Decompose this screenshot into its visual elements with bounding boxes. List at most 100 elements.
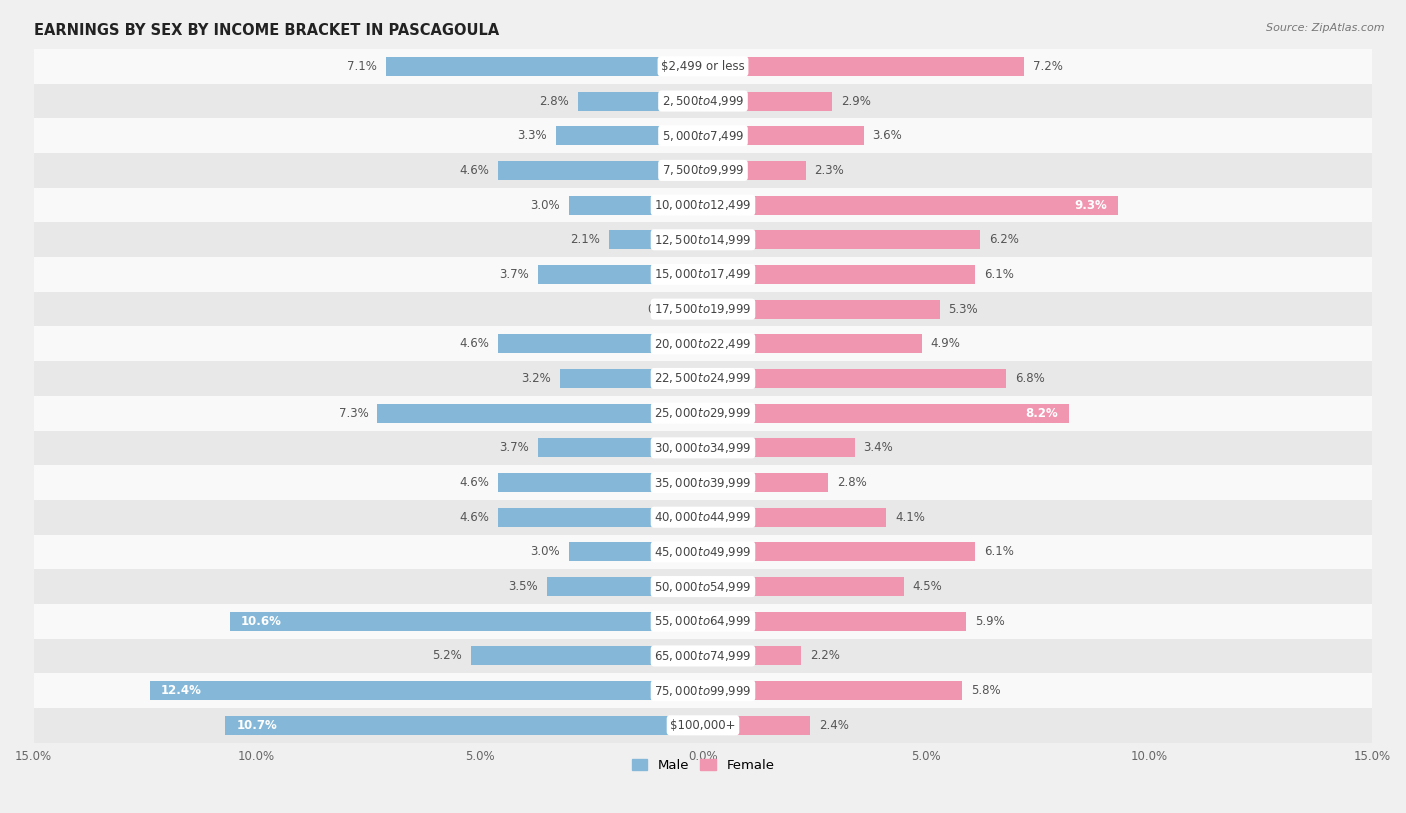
Text: $55,000 to $64,999: $55,000 to $64,999 (654, 615, 752, 628)
Text: 12.4%: 12.4% (160, 684, 201, 697)
Bar (471, 646, 703, 666)
Bar (34, 604, 1372, 638)
Text: $2,500 to $4,999: $2,500 to $4,999 (662, 94, 744, 108)
Bar (149, 681, 703, 700)
Bar (34, 431, 1372, 465)
Bar (34, 569, 1372, 604)
Text: 4.6%: 4.6% (458, 511, 489, 524)
Text: 4.6%: 4.6% (458, 476, 489, 489)
Bar (555, 126, 703, 146)
Text: 3.0%: 3.0% (530, 546, 560, 559)
Text: $40,000 to $44,999: $40,000 to $44,999 (654, 511, 752, 524)
Text: 5.8%: 5.8% (970, 684, 1001, 697)
Legend: Male, Female: Male, Female (626, 754, 780, 778)
Text: $2,499 or less: $2,499 or less (661, 60, 745, 73)
Text: $12,500 to $14,999: $12,500 to $14,999 (654, 233, 752, 247)
Bar (34, 188, 1372, 223)
Bar (703, 300, 939, 319)
Bar (34, 535, 1372, 569)
Bar (34, 638, 1372, 673)
Bar (34, 119, 1372, 153)
Text: 10.7%: 10.7% (236, 719, 277, 732)
Bar (498, 507, 703, 527)
Text: $45,000 to $49,999: $45,000 to $49,999 (654, 545, 752, 559)
Bar (34, 673, 1372, 708)
Text: $30,000 to $34,999: $30,000 to $34,999 (654, 441, 752, 454)
Bar (703, 126, 863, 146)
Bar (703, 542, 976, 562)
Text: 3.2%: 3.2% (522, 372, 551, 385)
Bar (703, 265, 976, 284)
Text: 5.9%: 5.9% (976, 615, 1005, 628)
Text: $20,000 to $22,499: $20,000 to $22,499 (654, 337, 752, 351)
Text: 3.5%: 3.5% (508, 580, 538, 593)
Bar (538, 438, 703, 458)
Text: Source: ZipAtlas.com: Source: ZipAtlas.com (1267, 23, 1385, 33)
Text: 7.2%: 7.2% (1033, 60, 1063, 73)
Text: 6.2%: 6.2% (988, 233, 1018, 246)
Bar (498, 334, 703, 354)
Bar (703, 577, 904, 596)
Bar (578, 92, 703, 111)
Text: 2.9%: 2.9% (841, 94, 872, 107)
Text: 7.1%: 7.1% (347, 60, 377, 73)
Text: 5.3%: 5.3% (949, 302, 979, 315)
Bar (34, 327, 1372, 361)
Text: 10.6%: 10.6% (240, 615, 283, 628)
Bar (703, 161, 806, 180)
Bar (703, 681, 962, 700)
Text: 3.0%: 3.0% (530, 198, 560, 211)
Bar (498, 161, 703, 180)
Text: 4.6%: 4.6% (458, 337, 489, 350)
Text: $7,500 to $9,999: $7,500 to $9,999 (662, 163, 744, 177)
Bar (703, 196, 1118, 215)
Bar (377, 403, 703, 423)
Text: 0.21%: 0.21% (647, 302, 685, 315)
Bar (703, 507, 886, 527)
Text: 9.3%: 9.3% (1074, 198, 1107, 211)
Text: $65,000 to $74,999: $65,000 to $74,999 (654, 649, 752, 663)
Bar (703, 230, 980, 250)
Text: 3.7%: 3.7% (499, 441, 529, 454)
Bar (693, 300, 703, 319)
Bar (34, 292, 1372, 327)
Bar (609, 230, 703, 250)
Bar (34, 396, 1372, 431)
Text: $15,000 to $17,499: $15,000 to $17,499 (654, 267, 752, 281)
Text: 4.9%: 4.9% (931, 337, 960, 350)
Bar (703, 715, 810, 735)
Text: $17,500 to $19,999: $17,500 to $19,999 (654, 302, 752, 316)
Text: 4.5%: 4.5% (912, 580, 942, 593)
Bar (703, 611, 966, 631)
Bar (703, 473, 828, 492)
Text: $10,000 to $12,499: $10,000 to $12,499 (654, 198, 752, 212)
Bar (703, 403, 1069, 423)
Text: 3.3%: 3.3% (517, 129, 547, 142)
Bar (34, 49, 1372, 84)
Bar (34, 84, 1372, 119)
Bar (34, 361, 1372, 396)
Text: 5.2%: 5.2% (432, 650, 463, 663)
Bar (225, 715, 703, 735)
Bar (703, 646, 801, 666)
Text: 6.1%: 6.1% (984, 546, 1014, 559)
Text: 2.1%: 2.1% (571, 233, 600, 246)
Bar (498, 473, 703, 492)
Text: 2.8%: 2.8% (837, 476, 866, 489)
Bar (34, 465, 1372, 500)
Bar (231, 611, 703, 631)
Text: $22,500 to $24,999: $22,500 to $24,999 (654, 372, 752, 385)
Bar (34, 153, 1372, 188)
Text: $50,000 to $54,999: $50,000 to $54,999 (654, 580, 752, 593)
Bar (703, 57, 1025, 76)
Bar (703, 334, 922, 354)
Text: 4.1%: 4.1% (894, 511, 925, 524)
Text: 6.1%: 6.1% (984, 268, 1014, 281)
Bar (538, 265, 703, 284)
Text: 2.8%: 2.8% (540, 94, 569, 107)
Text: $75,000 to $99,999: $75,000 to $99,999 (654, 684, 752, 698)
Text: EARNINGS BY SEX BY INCOME BRACKET IN PASCAGOULA: EARNINGS BY SEX BY INCOME BRACKET IN PAS… (34, 23, 499, 38)
Text: 2.3%: 2.3% (814, 164, 845, 177)
Text: $35,000 to $39,999: $35,000 to $39,999 (654, 476, 752, 489)
Bar (34, 708, 1372, 742)
